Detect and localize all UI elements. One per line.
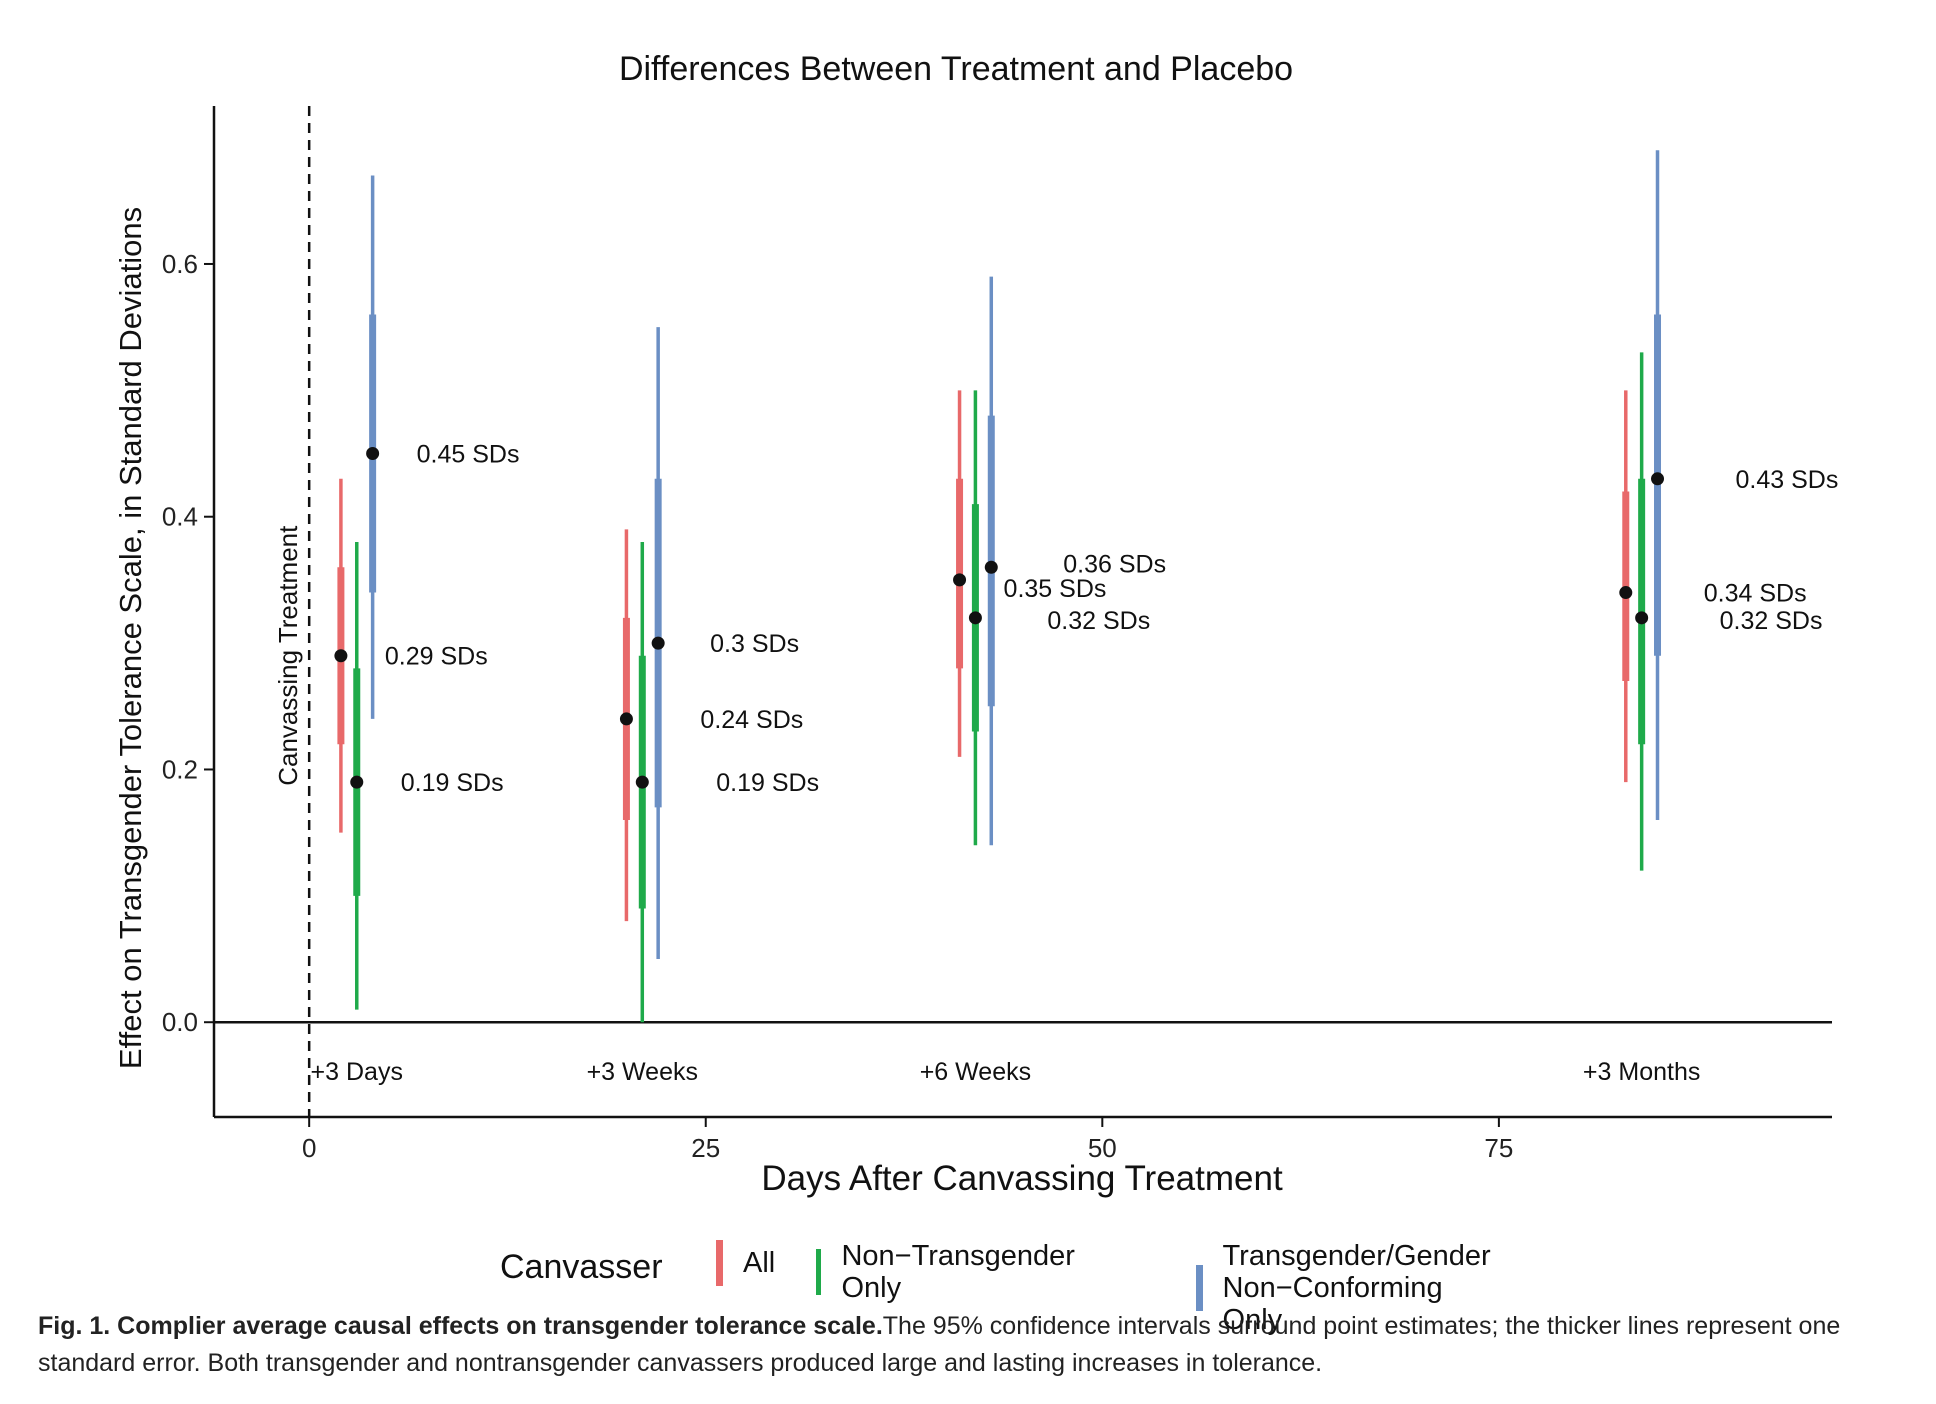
legend-item-transgender: Transgender/Gender Non−Conforming Only: [1196, 1240, 1491, 1336]
data-label: 0.32 SDs: [1720, 607, 1823, 635]
y-tick-label: 0.2: [162, 754, 198, 784]
point-estimate: [651, 636, 665, 650]
x-tick-label: 50: [1088, 1133, 1117, 1163]
legend-item-all: All: [716, 1240, 775, 1286]
y-tick-label: 0.6: [162, 249, 198, 279]
x-axis-label: Days After Canvassing Treatment: [761, 1159, 1283, 1198]
x-tick-label: 25: [691, 1133, 720, 1163]
caption-text: The 95% confidence intervals surround po…: [38, 1312, 1841, 1377]
data-label: 0.34 SDs: [1704, 580, 1807, 608]
caption-bold: Fig. 1. Complier average causal effects …: [38, 1312, 883, 1340]
legend-label-all: All: [743, 1247, 776, 1279]
timepoint-label: +6 Weeks: [920, 1058, 1031, 1086]
point-estimate: [984, 560, 998, 574]
data-label: 0.3 SDs: [710, 630, 799, 658]
point-estimate: [1635, 611, 1649, 625]
legend-key-transgender: [1196, 1265, 1203, 1311]
data-label: 0.24 SDs: [700, 706, 803, 734]
data-label: 0.19 SDs: [716, 769, 819, 797]
point-estimate: [619, 712, 633, 726]
legend-key-all: [716, 1240, 723, 1286]
point-estimate: [968, 611, 982, 625]
data-label: 0.19 SDs: [401, 769, 504, 797]
data-label: 0.43 SDs: [1736, 466, 1839, 494]
point-estimate: [635, 775, 649, 789]
point-estimate: [366, 447, 380, 461]
point-estimate: [334, 649, 348, 663]
point-estimate: [953, 573, 967, 587]
data-label: 0.32 SDs: [1047, 607, 1150, 635]
legend-label-non-transgender: Non−Transgender Only: [841, 1240, 1075, 1304]
y-tick-label: 0.0: [162, 1007, 198, 1037]
timepoint-label: +3 Weeks: [587, 1058, 698, 1086]
x-tick-label: 75: [1484, 1133, 1513, 1163]
y-tick-label: 0.4: [162, 502, 198, 532]
chart-title: Differences Between Treatment and Placeb…: [619, 50, 1293, 88]
treatment-vline-label: Canvassing Treatment: [273, 525, 303, 786]
x-tick-label: 0: [302, 1133, 316, 1163]
y-axis-label: Effect on Transgender Tolerance Scale, i…: [113, 207, 148, 1069]
legend-key-non-transgender: [816, 1249, 822, 1295]
chart: Differences Between Treatment and Placeb…: [113, 50, 1839, 1198]
point-estimate: [1651, 472, 1665, 486]
legend-label-transgender: Transgender/Gender Non−Conforming Only: [1222, 1240, 1491, 1336]
data-label: 0.45 SDs: [417, 441, 520, 469]
point-estimate: [350, 775, 364, 789]
legend-title: Canvasser: [500, 1248, 663, 1286]
legend-item-non-transgender: Non−Transgender Only: [816, 1240, 1077, 1304]
data-label: 0.29 SDs: [385, 643, 488, 671]
figure-caption: Fig. 1. Complier average causal effects …: [38, 1308, 1908, 1382]
timepoint-label: +3 Days: [311, 1058, 403, 1086]
data-label: 0.35 SDs: [1004, 575, 1107, 603]
timepoint-label: +3 Months: [1583, 1058, 1700, 1086]
data-label: 0.36 SDs: [1063, 550, 1166, 578]
point-estimate: [1619, 586, 1633, 600]
